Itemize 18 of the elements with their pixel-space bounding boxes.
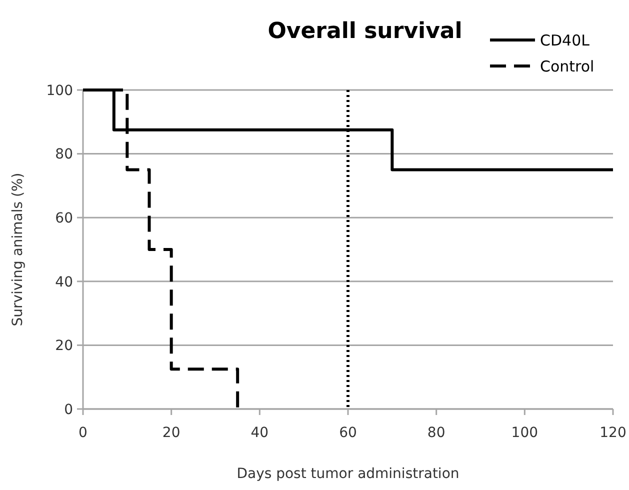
x-tick-label: 0 [78, 425, 88, 441]
x-tick-label: 100 [511, 425, 538, 441]
x-tick-label: 20 [162, 425, 180, 441]
y-tick-label: 80 [55, 146, 73, 163]
y-tick-label: 60 [55, 210, 73, 226]
y-tick-label: 100 [46, 82, 73, 99]
y-tick-label: 40 [55, 274, 73, 290]
x-axis-title: Days post tumor administration [236, 466, 460, 482]
x-tick-label: 40 [250, 425, 269, 441]
legend-label: CD40L [540, 31, 590, 50]
y-tick-label: 0 [64, 402, 73, 418]
y-axis-title: Surviving animals (%) [10, 172, 26, 326]
x-tick-label: 120 [600, 425, 626, 441]
chart-title: Overall survival [268, 19, 462, 44]
y-tick-label: 20 [55, 338, 73, 354]
legend-label: Control [540, 57, 594, 76]
x-tick-label: 60 [339, 425, 357, 441]
x-tick-label: 80 [427, 425, 446, 441]
